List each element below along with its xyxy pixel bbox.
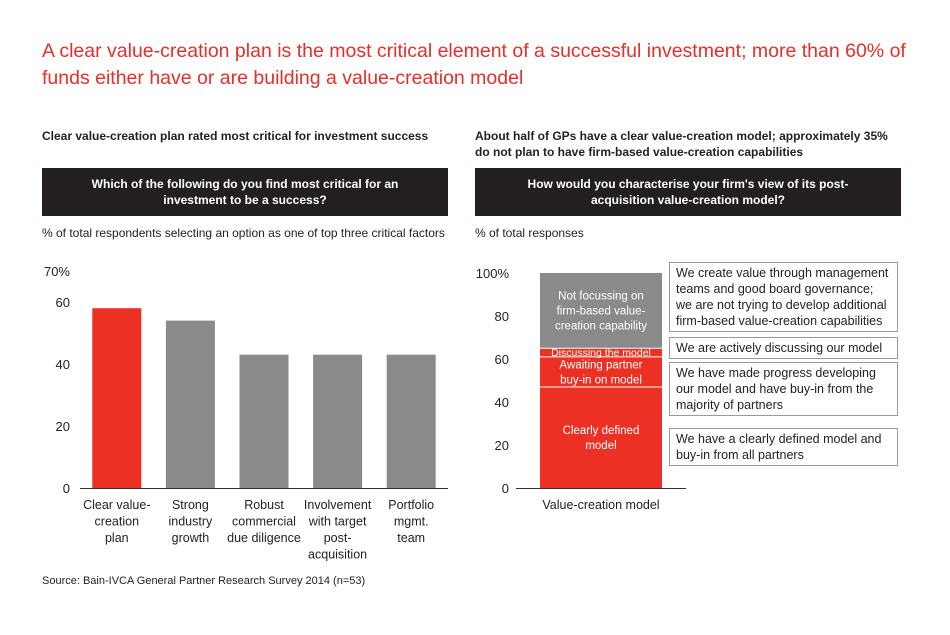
left-bar-3: [239, 354, 289, 488]
right-category-label: Value-creation model: [542, 498, 659, 512]
left-question-bar: Which of the following do you find most …: [42, 168, 448, 216]
right-y-tick-label: 60: [495, 352, 509, 367]
right-stack-segment-4: [540, 273, 662, 349]
page-headline: A clear value-creation plan is the most …: [42, 40, 906, 89]
left-category-label: plan: [105, 531, 129, 545]
annotation-box: We create value through management teams…: [669, 262, 898, 332]
left-category-label: due diligence: [227, 531, 301, 545]
left-unit-label: % of total respondents selecting an opti…: [42, 226, 445, 240]
left-category-label: acquisition: [308, 548, 367, 562]
left-category-label: Involvement: [304, 498, 372, 512]
left-category-label: Strong: [172, 498, 209, 512]
right-question-text: How would you characterise your firm's v…: [527, 177, 849, 207]
right-segment-label: creation capability: [555, 321, 647, 333]
left-bar-2: [165, 320, 215, 488]
right-segment-label: Clearly defined: [563, 425, 640, 437]
left-category-label: team: [397, 531, 425, 545]
right-y-tick-label: 100%: [476, 266, 510, 281]
left-category-label: commercial: [232, 515, 296, 529]
left-category-label: growth: [172, 531, 210, 545]
annotation-box: We have a clearly defined model and buy-…: [669, 428, 898, 466]
right-segment-label: model: [585, 440, 616, 452]
right-stack-segment-1: [540, 386, 662, 488]
right-segment-label: Awaiting partner: [560, 359, 643, 371]
left-bar-5: [386, 354, 436, 488]
right-chart-subtitle: About half of GPs have a clear value-cre…: [475, 129, 888, 159]
left-bar-4: [313, 354, 363, 488]
right-segment-label: Discussing the model: [551, 347, 651, 359]
left-y-tick-label: 70%: [44, 264, 70, 279]
right-stack-segment-2: [540, 356, 662, 387]
right-unit-label: % of total responses: [475, 226, 584, 240]
left-category-label: creation: [95, 515, 140, 529]
left-category-label: post-: [324, 531, 352, 545]
left-category-label: Robust: [244, 498, 284, 512]
left-y-tick-label: 0: [63, 481, 70, 496]
left-category-label: industry: [169, 515, 214, 529]
left-chart-subtitle: Clear value-creation plan rated most cri…: [42, 129, 429, 143]
right-stack-segment-3: [540, 348, 662, 357]
annotation-box: We have made progress developing our mod…: [669, 362, 898, 416]
right-y-tick-label: 0: [502, 481, 509, 496]
left-category-label: mgmt.: [394, 515, 429, 529]
source-note: Source: Bain-IVCA General Partner Resear…: [42, 575, 366, 587]
annotation-box: We are actively discussing our model: [669, 337, 898, 359]
right-question-bar: How would you characterise your firm's v…: [475, 168, 901, 216]
right-segment-label: buy-in on model: [560, 374, 642, 386]
right-segment-label: Not focussing on: [558, 291, 644, 303]
left-y-tick-label: 60: [56, 295, 70, 310]
left-bar-1: [92, 308, 142, 488]
left-y-tick-label: 20: [56, 419, 70, 434]
left-category-label: Clear value-: [83, 498, 150, 512]
right-y-tick-label: 20: [495, 438, 509, 453]
left-y-tick-label: 40: [56, 357, 70, 372]
right-y-tick-label: 40: [495, 395, 509, 410]
right-y-tick-label: 80: [495, 309, 509, 324]
left-question-text: Which of the following do you find most …: [91, 177, 399, 207]
right-segment-label: firm-based value-: [557, 306, 646, 318]
left-category-label: Portfolio: [388, 498, 434, 512]
left-category-label: with target: [308, 515, 367, 529]
